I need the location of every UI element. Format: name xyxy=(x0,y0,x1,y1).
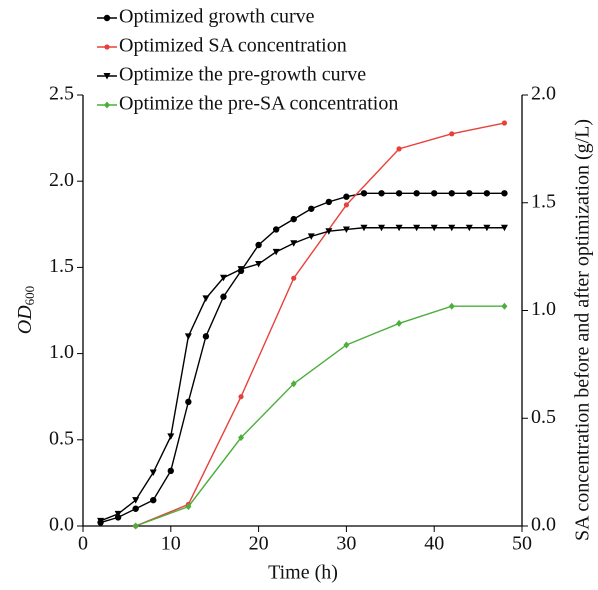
y-tick-label: 2.5 xyxy=(49,83,74,105)
series-line xyxy=(100,227,505,522)
marker xyxy=(132,505,139,512)
x-tick-label: 50 xyxy=(512,533,532,555)
marker xyxy=(413,224,421,232)
series-line xyxy=(100,192,505,524)
marker xyxy=(308,205,315,212)
y2-axis-label: SA concentration before and after optimi… xyxy=(572,119,594,541)
marker xyxy=(360,190,368,197)
marker xyxy=(238,394,244,400)
marker xyxy=(431,190,438,197)
marker xyxy=(413,190,420,197)
y-tick-label: 1.5 xyxy=(49,255,74,277)
marker xyxy=(501,190,508,197)
marker xyxy=(448,190,455,197)
x-tick-label: 30 xyxy=(336,533,356,555)
marker xyxy=(396,319,403,327)
marker xyxy=(396,146,402,152)
marker xyxy=(220,293,227,300)
legend-marker xyxy=(103,73,111,80)
legend-label: Optimize the pre-SA concentration xyxy=(119,93,398,115)
marker xyxy=(291,275,297,281)
marker xyxy=(167,433,175,440)
marker xyxy=(501,120,508,126)
y-axis-label-subscript: 600 xyxy=(22,286,37,306)
y-tick-label: 2.0 xyxy=(49,169,74,191)
marker xyxy=(114,510,122,518)
marker xyxy=(290,380,297,388)
marker xyxy=(202,333,210,340)
x-axis-label: Time (h) xyxy=(268,562,338,584)
marker xyxy=(395,190,403,197)
marker xyxy=(290,215,297,223)
y2-tick-label: 1.0 xyxy=(531,298,556,320)
legend-marker xyxy=(103,14,111,22)
marker xyxy=(237,266,245,273)
marker xyxy=(202,295,210,302)
marker xyxy=(149,469,157,477)
marker xyxy=(185,503,192,511)
marker xyxy=(465,224,473,232)
marker xyxy=(378,190,385,197)
legend-label: Optimized growth curve xyxy=(119,6,315,28)
marker xyxy=(483,224,491,232)
y2-tick-label: 1.5 xyxy=(531,190,556,212)
marker xyxy=(448,224,456,232)
marker xyxy=(325,198,333,206)
marker xyxy=(343,193,350,200)
y2-tick-label: 0.5 xyxy=(531,406,556,428)
y-axis-label-main: OD xyxy=(14,305,36,334)
axis-frame xyxy=(82,95,523,527)
y2-tick-label: 2.0 xyxy=(531,83,556,105)
marker xyxy=(395,224,403,232)
x-tick-label: 0 xyxy=(78,533,88,555)
marker xyxy=(150,496,157,504)
y2-tick-label: 0.0 xyxy=(531,514,556,536)
marker xyxy=(449,131,455,137)
marker xyxy=(483,190,491,197)
marker xyxy=(325,228,333,235)
marker xyxy=(448,302,455,310)
marker xyxy=(272,226,280,233)
marker xyxy=(185,398,192,406)
marker xyxy=(97,517,105,525)
marker xyxy=(501,302,508,310)
marker xyxy=(255,241,262,249)
marker xyxy=(378,224,386,232)
marker xyxy=(360,224,368,232)
marker xyxy=(132,522,139,530)
marker xyxy=(343,341,350,349)
marker xyxy=(132,497,140,504)
legend-marker xyxy=(104,101,110,109)
marker xyxy=(238,434,245,442)
marker xyxy=(466,190,473,197)
marker xyxy=(272,248,280,256)
x-tick-label: 40 xyxy=(424,533,444,555)
marker xyxy=(307,233,315,240)
marker xyxy=(343,202,349,208)
x-tick-label: 10 xyxy=(161,533,181,555)
series-line xyxy=(135,122,505,527)
legend-marker xyxy=(104,44,110,50)
marker xyxy=(430,224,438,232)
marker xyxy=(290,240,298,247)
legend-label: Optimize the pre-growth curve xyxy=(119,64,366,86)
y-axis-label: OD600 xyxy=(14,286,37,334)
marker xyxy=(342,226,350,233)
y-tick-label: 0.0 xyxy=(49,514,74,536)
marker xyxy=(167,467,174,475)
y-tick-label: 0.5 xyxy=(49,427,74,449)
x-tick-label: 20 xyxy=(249,533,269,555)
y-tick-label: 1.0 xyxy=(49,341,74,363)
marker xyxy=(500,224,508,232)
legend-label: Optimized SA concentration xyxy=(119,35,347,57)
series-line xyxy=(135,305,505,527)
marker xyxy=(184,333,192,340)
marker xyxy=(255,260,263,268)
marker xyxy=(219,274,227,282)
